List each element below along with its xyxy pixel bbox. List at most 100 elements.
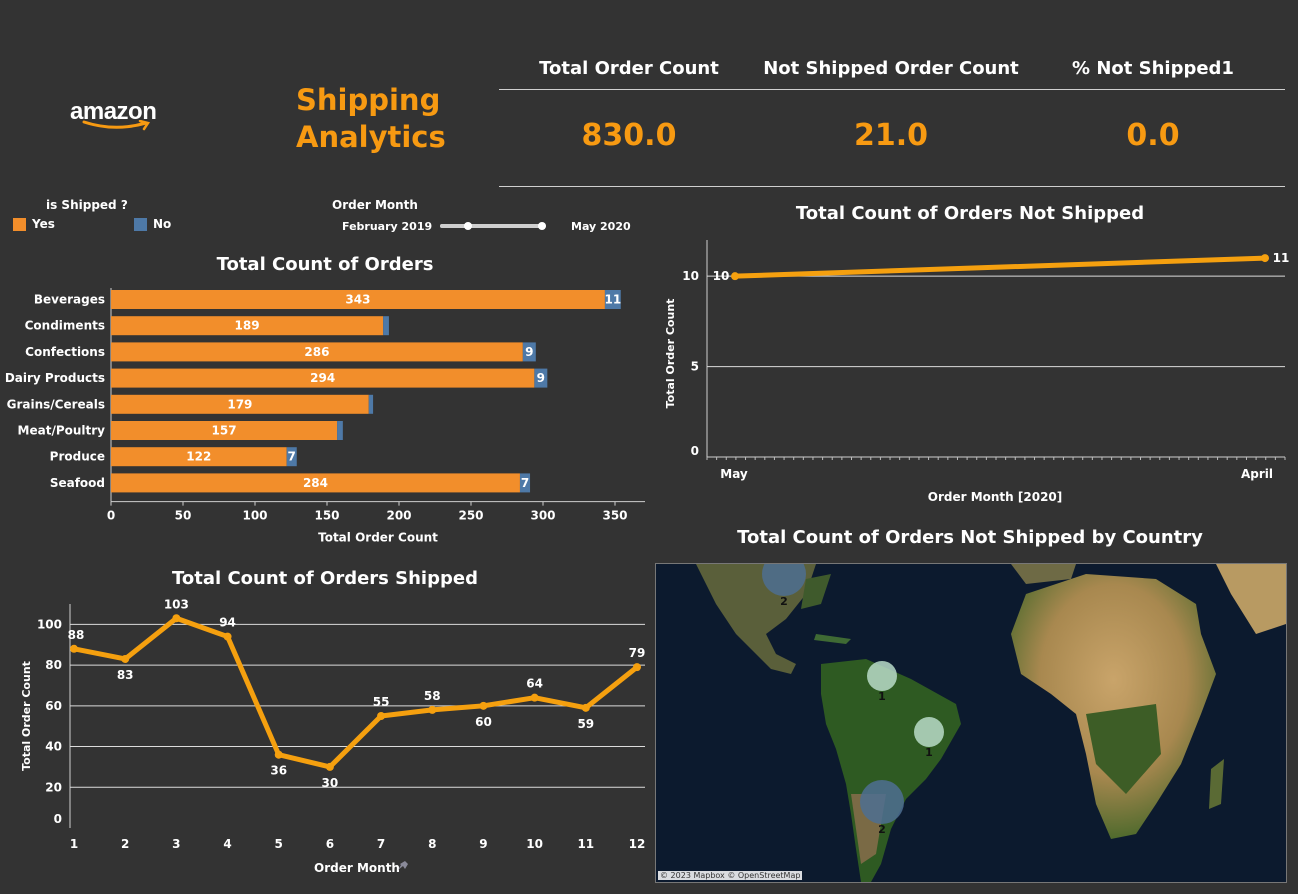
bar-chart-title: Total Count of Orders — [216, 254, 434, 275]
shipped-x-tick-label: 3 — [172, 837, 180, 851]
bar-yes[interactable] — [111, 473, 520, 493]
legend-item-yes[interactable]: Yes — [13, 217, 55, 231]
map-title: Total Count of Orders Not Shipped by Cou… — [737, 527, 1203, 548]
notshipped-y-tick-label: 10 — [682, 269, 699, 283]
bar-no[interactable] — [534, 368, 548, 388]
smile-arrow-icon — [82, 120, 151, 131]
not-shipped-by-country-map[interactable]: 2 1 1 2 © 2023 Mapbox © OpenStreetMap — [655, 563, 1287, 883]
bar-yes-value-label: 189 — [235, 319, 260, 333]
bar-yes[interactable] — [111, 394, 369, 414]
bar-no-value-label: 9 — [537, 371, 545, 385]
bar-x-tick-label: 300 — [530, 509, 555, 523]
notshipped-y-axis-title: Total Order Count — [664, 299, 677, 409]
kpi-not-shipped-value: 21.0 — [853, 118, 929, 153]
bar-no[interactable] — [368, 394, 374, 414]
bar-yes[interactable] — [111, 368, 535, 388]
shipped-point[interactable] — [70, 644, 78, 653]
shipped-series-line — [73, 615, 639, 770]
bar-no[interactable] — [519, 473, 531, 493]
pin-icon[interactable] — [398, 861, 408, 870]
bar-yes[interactable] — [111, 290, 605, 309]
bar-yes-value-label: 284 — [303, 476, 328, 490]
shipped-point[interactable] — [633, 663, 641, 672]
bar-category-label: Beverages — [34, 293, 105, 307]
notshipped-point-label: 11 — [1273, 251, 1290, 265]
notshipped-point[interactable] — [1261, 254, 1269, 263]
shipped-point-label: 64 — [526, 677, 543, 691]
legend-title: is Shipped ? — [46, 198, 128, 212]
bar-no[interactable] — [604, 290, 621, 309]
shipped-point-label: 58 — [424, 689, 441, 703]
bar-yes[interactable] — [111, 342, 523, 362]
shipped-point-label: 60 — [475, 715, 492, 729]
bar-x-tick-label: 100 — [242, 509, 267, 523]
kpi-total-order-value: 830.0 — [581, 118, 677, 153]
orders-by-category-chart: Beverages 343 11 Condiments 189 Confections 28… — [5, 288, 645, 545]
shipped-point[interactable] — [581, 703, 590, 712]
bar-no[interactable] — [522, 342, 536, 362]
bar-no[interactable] — [383, 316, 389, 336]
shipped-point-label: 36 — [270, 764, 287, 778]
map-country-marker[interactable] — [914, 717, 944, 747]
map-marker-label: 1 — [925, 746, 933, 759]
shipped-point[interactable] — [428, 705, 437, 714]
shipped-x-tick-label: 6 — [326, 837, 334, 851]
bar-x-tick-label: 0 — [107, 509, 115, 523]
bar-no-value-label: 7 — [521, 476, 529, 490]
filter-title: Order Month — [332, 198, 418, 212]
legend-label-no: No — [153, 217, 172, 231]
filter-end-label: May 2020 — [571, 220, 631, 233]
map-marker-label: 2 — [780, 595, 788, 608]
amazon-logo: amazon — [70, 98, 170, 138]
notshipped-x-tick-label: May — [720, 467, 748, 481]
map-country-marker[interactable] — [860, 780, 904, 824]
shipped-point-label: 88 — [68, 628, 85, 642]
notshipped-point-label: 10 — [713, 269, 730, 283]
bar-x-tick-label: 350 — [602, 509, 627, 523]
bar-yes[interactable] — [111, 447, 287, 467]
bar-no[interactable] — [286, 447, 297, 467]
kpi-divider-bottom — [499, 186, 1285, 187]
shipped-x-tick-label: 7 — [377, 837, 385, 851]
shipped-point[interactable] — [172, 614, 181, 623]
shipped-x-tick-label: 1 — [70, 837, 78, 851]
shipped-y-tick-label: 60 — [45, 699, 62, 713]
shipped-point[interactable] — [325, 762, 334, 771]
bar-no[interactable] — [337, 421, 343, 440]
notshipped-y-tick-label: 0 — [691, 444, 699, 458]
shipped-x-tick-label: 10 — [526, 837, 543, 851]
shipped-x-tick-label: 8 — [428, 837, 436, 851]
bar-category-label: Seafood — [50, 476, 105, 490]
notshipped-point[interactable] — [731, 272, 739, 281]
orders-not-shipped-chart: 0 5 10 Total Order Count May April Order Month… — [664, 240, 1290, 504]
bar-yes[interactable] — [111, 316, 384, 336]
shipped-point-label: 79 — [629, 646, 646, 660]
shipped-point-label: 94 — [219, 616, 236, 630]
kpi-pct-not-shipped-value: 0.0 — [1126, 118, 1180, 153]
slider-handle-start[interactable] — [464, 222, 472, 230]
map-credit: © 2023 Mapbox © OpenStreetMap — [658, 871, 803, 880]
map-country-marker[interactable] — [867, 661, 897, 691]
bar-category-label: Confections — [25, 345, 105, 359]
month-range-slider[interactable] — [436, 218, 552, 234]
shipped-x-tick-label: 11 — [577, 837, 594, 851]
shipped-x-tick-label: 5 — [275, 837, 283, 851]
bar-category-label: Condiments — [25, 319, 105, 333]
slider-handle-end[interactable] — [538, 222, 546, 230]
shipped-point-label: 55 — [373, 695, 390, 709]
shipped-y-axis-title: Total Order Count — [20, 661, 33, 771]
legend-item-no[interactable]: No — [134, 217, 171, 231]
shipped-point[interactable] — [530, 693, 539, 702]
shipped-point[interactable] — [377, 712, 386, 720]
shipped-point-label: 103 — [164, 597, 189, 611]
bar-yes-value-label: 179 — [227, 397, 252, 411]
shipped-point[interactable] — [223, 632, 232, 641]
shipped-point[interactable] — [274, 750, 283, 759]
shipped-chart-title: Total Count of Orders Shipped — [172, 568, 478, 589]
shipped-y-tick-label: 100 — [37, 617, 62, 631]
map-country-marker[interactable] — [762, 564, 806, 596]
bar-yes-value-label: 294 — [310, 371, 335, 385]
shipped-point[interactable] — [121, 654, 130, 663]
bar-yes[interactable] — [111, 421, 338, 440]
shipped-point[interactable] — [479, 701, 488, 710]
